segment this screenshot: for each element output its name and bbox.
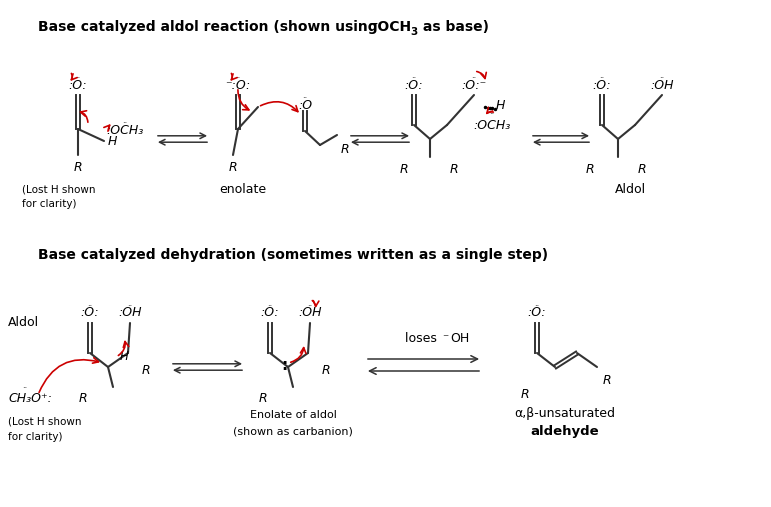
- Text: ..: ..: [127, 299, 133, 308]
- Text: as base): as base): [418, 20, 489, 34]
- Text: R: R: [449, 163, 458, 175]
- Text: ..: ..: [308, 299, 312, 308]
- Text: (Lost H shown: (Lost H shown: [22, 184, 96, 194]
- Text: 3: 3: [410, 27, 417, 37]
- Text: R: R: [586, 163, 594, 175]
- Text: R: R: [259, 392, 268, 406]
- Text: :OH: :OH: [118, 307, 142, 319]
- Text: ⁻OCH: ⁻OCH: [370, 20, 411, 34]
- Text: ..: ..: [22, 380, 28, 389]
- Text: ..: ..: [123, 116, 128, 125]
- Text: R: R: [142, 365, 150, 378]
- Text: R: R: [341, 142, 349, 156]
- Text: enolate: enolate: [220, 183, 267, 196]
- Text: ..: ..: [659, 70, 665, 80]
- Text: :O: :O: [298, 98, 312, 112]
- Text: Aldol: Aldol: [614, 183, 645, 196]
- Text: ..: ..: [268, 299, 273, 308]
- Text: OH: OH: [450, 333, 470, 345]
- Text: :O:: :O:: [405, 79, 423, 91]
- Text: :O:: :O:: [261, 307, 279, 319]
- Text: ..: ..: [235, 70, 241, 80]
- Text: H: H: [120, 350, 129, 364]
- Text: R: R: [520, 388, 530, 402]
- Text: R: R: [603, 375, 611, 387]
- Text: (Lost H shown: (Lost H shown: [8, 417, 82, 427]
- Text: Base catalyzed dehydration (sometimes written as a single step): Base catalyzed dehydration (sometimes wr…: [38, 248, 548, 262]
- Text: ..: ..: [490, 106, 495, 116]
- Text: ⁻:O:: ⁻:O:: [225, 79, 251, 91]
- Text: ..: ..: [471, 70, 476, 80]
- Text: ..: ..: [87, 299, 93, 308]
- Text: :O:: :O:: [69, 79, 87, 91]
- Text: Enolate of aldol: Enolate of aldol: [250, 410, 336, 420]
- Text: ..: ..: [76, 70, 81, 80]
- Text: R: R: [638, 163, 646, 175]
- Text: Base catalyzed aldol reaction (shown using: Base catalyzed aldol reaction (shown usi…: [38, 20, 382, 34]
- Text: aldehyde: aldehyde: [530, 424, 599, 438]
- Text: (shown as carbanion): (shown as carbanion): [233, 426, 353, 436]
- Text: for clarity): for clarity): [22, 199, 76, 209]
- Text: :OH: :OH: [650, 79, 674, 91]
- Text: R: R: [74, 161, 82, 173]
- Text: :OH: :OH: [298, 307, 322, 319]
- Text: R: R: [229, 161, 237, 173]
- Text: :: :: [281, 357, 287, 373]
- Text: :O:: :O:: [81, 307, 99, 319]
- Text: H: H: [107, 134, 116, 148]
- Text: loses: loses: [405, 333, 441, 345]
- Text: α,β-unsaturated: α,β-unsaturated: [514, 407, 615, 419]
- Text: :O:: :O:: [527, 307, 547, 319]
- Text: :OCH₃: :OCH₃: [106, 124, 143, 136]
- Text: R: R: [322, 365, 330, 378]
- Text: R: R: [399, 163, 409, 175]
- Text: ⁻: ⁻: [442, 333, 448, 345]
- Text: :O:⁻: :O:⁻: [461, 79, 487, 91]
- Text: :O:: :O:: [593, 79, 611, 91]
- Text: :OCH₃: :OCH₃: [473, 119, 510, 131]
- Text: for clarity): for clarity): [8, 432, 62, 442]
- Text: H: H: [495, 98, 505, 112]
- Text: ..: ..: [599, 70, 604, 80]
- Text: CH₃O⁺:: CH₃O⁺:: [8, 392, 52, 406]
- Text: R: R: [79, 392, 87, 406]
- Text: ..: ..: [412, 70, 416, 80]
- Text: Aldol: Aldol: [8, 315, 39, 329]
- Text: ..: ..: [302, 91, 308, 99]
- Text: ..: ..: [534, 299, 540, 308]
